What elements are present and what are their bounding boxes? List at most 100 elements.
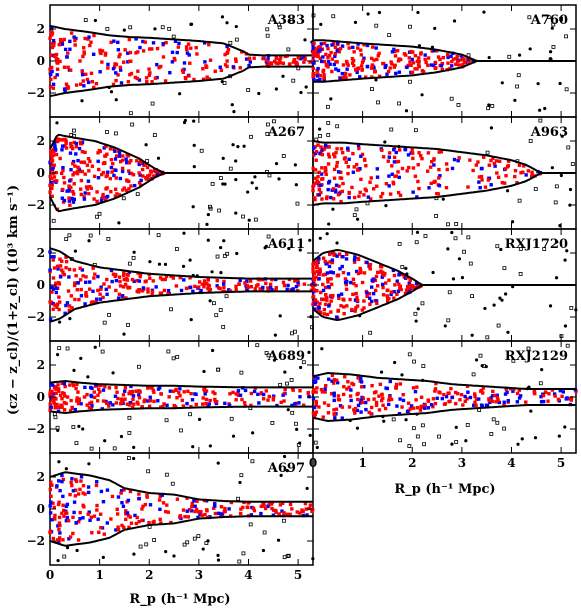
- member-galaxy-point: [133, 75, 138, 80]
- member-galaxy-point: [225, 50, 230, 55]
- member-galaxy-point: [335, 315, 339, 319]
- member-galaxy-point: [377, 51, 381, 56]
- member-galaxy-point: [288, 512, 292, 517]
- field-galaxy-point: [86, 375, 90, 379]
- field-galaxy-point: [422, 442, 426, 447]
- member-galaxy-point: [346, 171, 350, 176]
- field-galaxy-point: [148, 260, 152, 264]
- member-galaxy-point: [147, 177, 151, 181]
- member-galaxy-point: [181, 508, 186, 512]
- member-galaxy-point: [187, 74, 191, 78]
- member-galaxy-point: [132, 402, 136, 406]
- y-tick-label: −2: [27, 198, 45, 212]
- member-galaxy-point: [95, 503, 99, 508]
- field-galaxy-point: [502, 266, 507, 271]
- member-galaxy-point: [51, 86, 56, 90]
- member-galaxy-point: [125, 160, 129, 164]
- member-galaxy-point: [103, 51, 108, 56]
- member-galaxy-point: [76, 538, 81, 542]
- member-galaxy-point: [350, 185, 354, 190]
- member-galaxy-point: [416, 179, 420, 184]
- field-galaxy-point: [570, 162, 575, 166]
- field-galaxy-point: [446, 318, 451, 323]
- member-galaxy-point: [90, 404, 94, 408]
- member-galaxy-point: [426, 398, 430, 402]
- field-galaxy-point: [103, 439, 107, 443]
- member-galaxy-point: [381, 285, 385, 290]
- member-galaxy-point: [53, 147, 58, 151]
- field-galaxy-point: [411, 426, 416, 431]
- member-galaxy-point: [415, 67, 419, 71]
- member-galaxy-point: [352, 165, 356, 169]
- member-galaxy-point: [359, 53, 364, 57]
- field-galaxy-point: [407, 352, 412, 357]
- member-galaxy-point: [428, 165, 433, 169]
- member-galaxy-point: [105, 173, 110, 177]
- y-axis-title: (cz − z_cl)/(1+z_cl) (10³ km s⁻¹): [6, 185, 21, 415]
- member-galaxy-point: [468, 158, 472, 162]
- member-galaxy-point: [68, 535, 73, 539]
- member-galaxy-point: [310, 509, 314, 514]
- member-galaxy-point: [81, 491, 85, 495]
- member-galaxy-point: [100, 49, 105, 53]
- field-galaxy-point: [368, 330, 373, 335]
- member-galaxy-point: [56, 267, 60, 271]
- member-galaxy-point: [384, 63, 388, 68]
- member-galaxy-point: [128, 285, 132, 290]
- member-galaxy-point: [383, 65, 387, 70]
- member-galaxy-point: [96, 274, 100, 279]
- field-galaxy-point: [278, 382, 283, 387]
- member-galaxy-point: [196, 285, 201, 289]
- field-galaxy-point: [487, 55, 491, 60]
- field-galaxy-point: [185, 540, 190, 545]
- member-galaxy-point: [411, 283, 415, 288]
- member-galaxy-point: [315, 300, 319, 304]
- member-galaxy-point: [96, 288, 100, 293]
- member-galaxy-point: [184, 45, 189, 49]
- field-galaxy-point: [286, 553, 291, 558]
- field-galaxy-point: [389, 127, 394, 132]
- member-galaxy-point: [303, 57, 307, 62]
- member-galaxy-point: [420, 156, 424, 161]
- member-galaxy-point: [143, 163, 147, 167]
- member-galaxy-point: [447, 391, 451, 395]
- member-galaxy-point: [141, 286, 146, 290]
- field-galaxy-point: [73, 249, 78, 253]
- field-galaxy-point: [182, 120, 187, 125]
- member-galaxy-point: [62, 514, 66, 518]
- member-galaxy-point: [442, 392, 446, 397]
- member-galaxy-point: [324, 384, 328, 388]
- member-galaxy-point: [204, 402, 208, 406]
- member-galaxy-point: [281, 61, 286, 65]
- field-galaxy-point: [242, 144, 246, 148]
- member-galaxy-point: [55, 264, 60, 268]
- member-galaxy-point: [375, 301, 379, 306]
- member-galaxy-point: [327, 155, 332, 159]
- field-galaxy-point: [248, 522, 253, 527]
- member-galaxy-point: [354, 306, 358, 310]
- field-galaxy-point: [489, 126, 494, 130]
- field-galaxy-point: [376, 100, 380, 105]
- member-galaxy-point: [335, 160, 339, 165]
- member-galaxy-point: [117, 193, 122, 197]
- field-galaxy-point: [308, 433, 312, 437]
- field-galaxy-point: [407, 444, 412, 448]
- field-galaxy-point: [335, 241, 339, 245]
- field-galaxy-point: [167, 26, 172, 31]
- member-galaxy-point: [71, 159, 76, 164]
- member-galaxy-point: [95, 199, 99, 204]
- member-galaxy-point: [185, 401, 189, 406]
- field-galaxy-point: [298, 441, 302, 445]
- member-galaxy-point: [159, 521, 163, 525]
- member-galaxy-point: [58, 523, 62, 528]
- field-galaxy-point: [119, 434, 124, 439]
- member-galaxy-point: [55, 484, 59, 488]
- member-galaxy-point: [332, 176, 337, 180]
- field-galaxy-point: [446, 222, 450, 227]
- member-galaxy-point: [399, 272, 404, 277]
- member-galaxy-point: [546, 399, 550, 403]
- y-tick-label: 0: [37, 390, 45, 404]
- member-galaxy-point: [393, 63, 397, 67]
- member-galaxy-point: [69, 398, 73, 403]
- field-galaxy-point: [282, 518, 286, 523]
